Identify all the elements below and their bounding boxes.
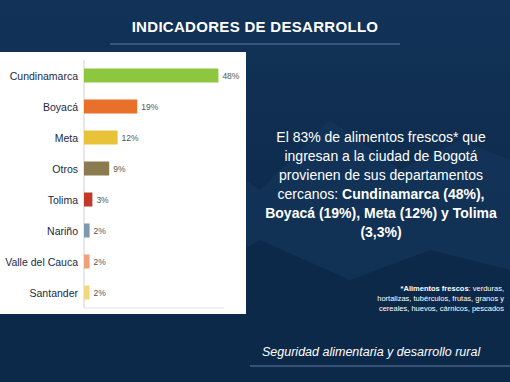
data-label: 2% [94, 257, 107, 267]
data-label: 2% [94, 226, 107, 236]
category-label: Nariño [47, 225, 78, 237]
category-axis [84, 60, 85, 308]
labels: Cundinamarca 48% Boyacá 19% Meta 12% Otros 9% To… [5, 70, 240, 299]
bar [84, 255, 90, 269]
category-label: Santander [30, 287, 79, 299]
bar [84, 100, 137, 114]
bars [84, 69, 218, 300]
title: INDICADORES DE DESARROLLO [0, 18, 510, 35]
footnote: *Alimentos frescos: verduras, hortalizas… [376, 284, 504, 314]
footer: Seguridad alimentaria y desarrollo rural [262, 345, 480, 359]
category-label: Tolima [48, 194, 79, 206]
bar [84, 69, 218, 83]
data-label: 9% [113, 164, 126, 174]
chart-panel [0, 52, 246, 314]
bar [84, 131, 118, 145]
bar [84, 224, 90, 238]
bar [84, 193, 92, 207]
data-label: 48% [222, 71, 239, 81]
data-label: 12% [122, 133, 139, 143]
category-label: Otros [52, 163, 78, 175]
data-label: 3% [96, 195, 109, 205]
category-label: Meta [55, 132, 79, 144]
data-label: 19% [141, 102, 158, 112]
data-label: 2% [94, 288, 107, 298]
category-label: Boyacá [43, 101, 78, 113]
category-label: Cundinamarca [10, 70, 78, 82]
summary: El 83% de alimentos frescos* que ingresa… [258, 128, 504, 242]
value-axis [84, 308, 224, 309]
bar [84, 286, 90, 300]
category-label: Valle del Cauca [5, 256, 78, 268]
chart: Cundinamarca 48% Boyacá 19% Meta 12% Otros 9% To… [0, 0, 510, 382]
bar [84, 162, 109, 176]
text-run: *Alimentos frescos [401, 284, 469, 293]
